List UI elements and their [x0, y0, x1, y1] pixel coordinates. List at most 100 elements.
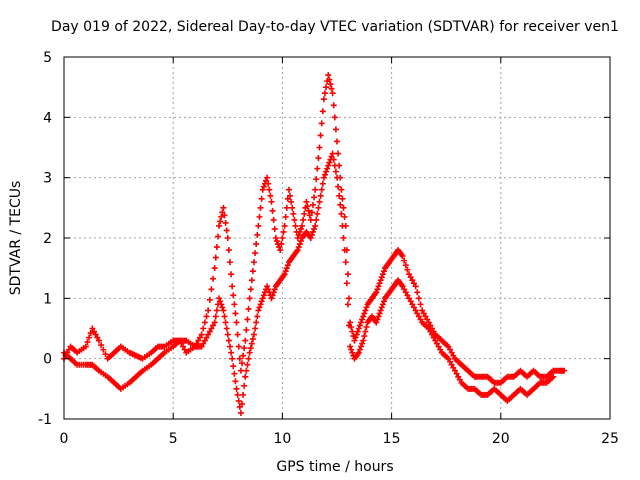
data-point: [363, 323, 370, 330]
data-point: [285, 186, 292, 193]
data-point: [233, 385, 240, 392]
data-point: [348, 346, 355, 353]
data-point: [270, 216, 277, 223]
data-point: [225, 337, 232, 344]
data-point: [404, 292, 411, 299]
data-point: [283, 204, 290, 211]
data-point: [334, 174, 340, 181]
data-point: [406, 271, 413, 278]
data-point: [326, 76, 333, 83]
data-point: [253, 241, 260, 248]
data-point: [417, 316, 424, 323]
data-point: [354, 328, 361, 335]
data-point: [374, 286, 381, 293]
data-point: [380, 298, 387, 305]
data-point: [319, 180, 326, 187]
data-point: [316, 144, 323, 151]
data-point: [231, 370, 238, 377]
data-point: [359, 340, 366, 347]
data-point: [296, 241, 303, 248]
x-tick-label: 15: [383, 431, 401, 447]
data-point: [226, 343, 233, 350]
data-point: [287, 192, 294, 199]
data-point: [297, 225, 304, 232]
data-point: [210, 322, 217, 329]
data-point: [228, 349, 235, 356]
data-point: [402, 289, 409, 296]
data-point: [328, 153, 335, 160]
data-point: [410, 304, 417, 311]
data-point: [359, 316, 366, 323]
data-point: [277, 247, 284, 254]
data-point: [330, 156, 337, 163]
data-point: [377, 307, 384, 314]
data-point: [230, 292, 237, 299]
data-point: [252, 250, 259, 257]
data-point: [94, 334, 101, 341]
data-point: [317, 192, 324, 199]
data-point: [212, 313, 219, 320]
data-point: [445, 343, 452, 350]
x-tick-label: 0: [60, 431, 69, 447]
data-point: [216, 295, 223, 302]
data-point: [448, 349, 455, 356]
data-point: [347, 343, 354, 350]
data-point: [401, 257, 408, 264]
data-point: [252, 325, 259, 332]
data-point: [273, 238, 280, 245]
x-tick-label: 10: [273, 431, 291, 447]
data-point: [327, 81, 334, 88]
data-point: [228, 271, 235, 278]
data-point: [86, 334, 93, 341]
data-point: [309, 201, 316, 208]
data-point: [260, 183, 267, 190]
data-point: [206, 296, 213, 303]
data-point: [258, 195, 265, 202]
data-point: [297, 238, 304, 245]
data-point: [424, 316, 431, 323]
data-point: [224, 235, 231, 241]
axis-ticks: 0 5 10 15 20 25 -1 0 1 2 3 4 5: [38, 50, 619, 447]
data-point: [319, 108, 326, 115]
data-point: [229, 355, 236, 362]
data-point: [341, 213, 348, 220]
data-point: [328, 85, 335, 92]
data-point: [324, 165, 331, 172]
data-point: [259, 295, 266, 302]
x-tick-label: 5: [169, 431, 178, 447]
data-point: [84, 339, 91, 346]
data-point: [311, 194, 318, 201]
data-point: [352, 334, 359, 341]
data-point: [309, 228, 316, 235]
data-point: [334, 138, 340, 145]
data-point: [315, 204, 322, 211]
data-point: [305, 207, 312, 214]
data-point: [307, 216, 314, 223]
data-point: [307, 235, 314, 241]
data-point: [281, 222, 288, 229]
data-point: [92, 331, 99, 338]
x-axis-label: GPS time / hours: [276, 459, 393, 475]
y-axis-label: SDTVAR / TECUs: [8, 181, 24, 296]
data-point: [435, 343, 442, 350]
data-point: [321, 171, 328, 178]
data-point: [242, 337, 249, 344]
data-point: [251, 259, 258, 266]
data-point: [284, 262, 291, 269]
data-point: [236, 355, 243, 362]
data-point: [200, 340, 207, 347]
data-point: [338, 210, 345, 217]
data-point: [235, 343, 242, 350]
data-point: [379, 301, 386, 308]
data-point: [290, 210, 297, 217]
data-point: [336, 192, 343, 199]
data-point: [100, 346, 107, 353]
data-point: [244, 316, 251, 323]
data-point: [374, 316, 381, 323]
data-point: [233, 319, 240, 326]
data-point: [203, 313, 210, 320]
data-point: [299, 222, 306, 229]
data-point: [318, 186, 325, 193]
data-point: [267, 192, 274, 199]
data-point: [237, 367, 244, 374]
